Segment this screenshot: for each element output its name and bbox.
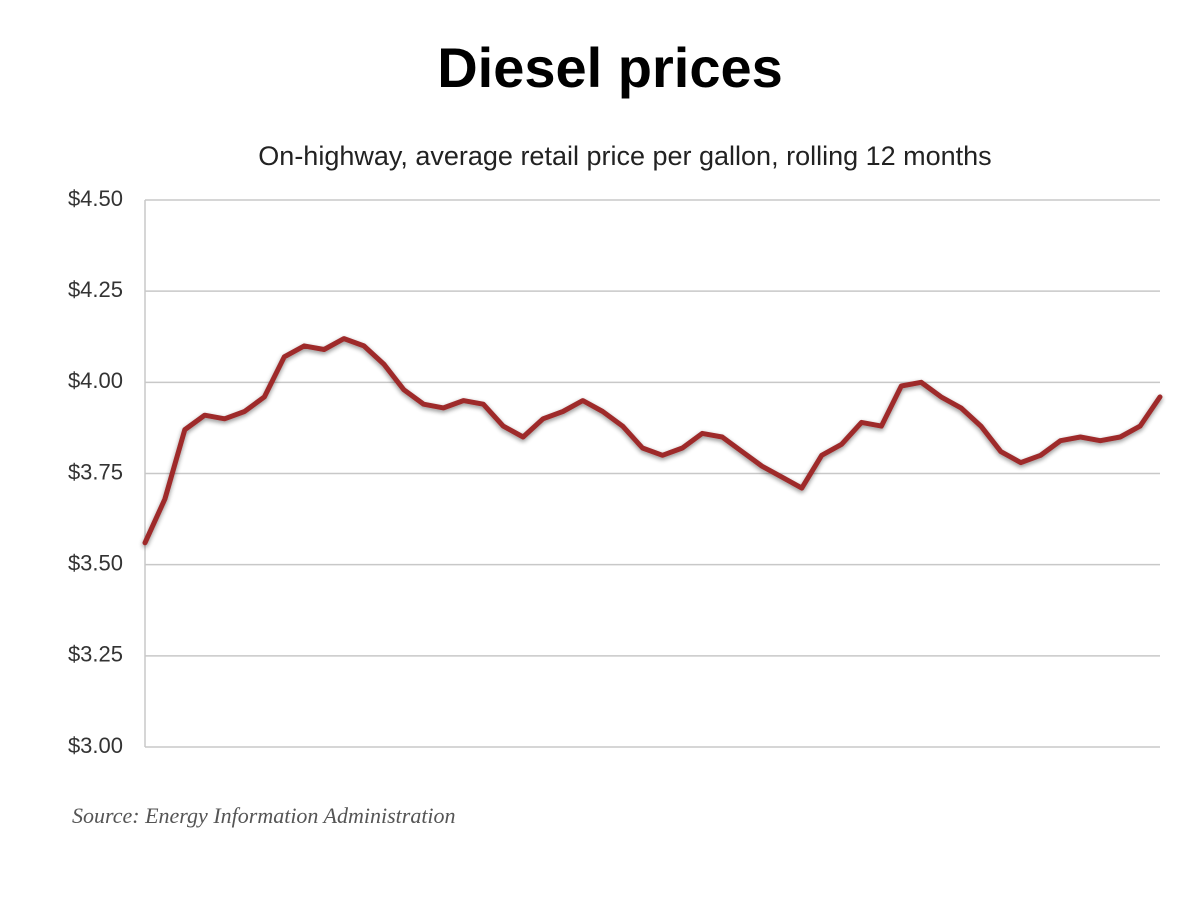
y-tick-label: $4.00	[68, 368, 123, 393]
chart-title: Diesel prices	[437, 36, 783, 99]
source-note: Source: Energy Information Administratio…	[72, 803, 456, 828]
chart-subtitle: On-highway, average retail price per gal…	[258, 141, 991, 171]
y-tick-label: $3.75	[68, 459, 123, 484]
data-line	[142, 336, 1163, 546]
y-tick-label: $3.25	[68, 642, 123, 667]
y-tick-label: $3.50	[68, 550, 123, 575]
y-tick-label: $3.00	[68, 733, 123, 758]
y-tick-label: $4.25	[68, 277, 123, 302]
y-tick-label: $4.50	[68, 186, 123, 211]
